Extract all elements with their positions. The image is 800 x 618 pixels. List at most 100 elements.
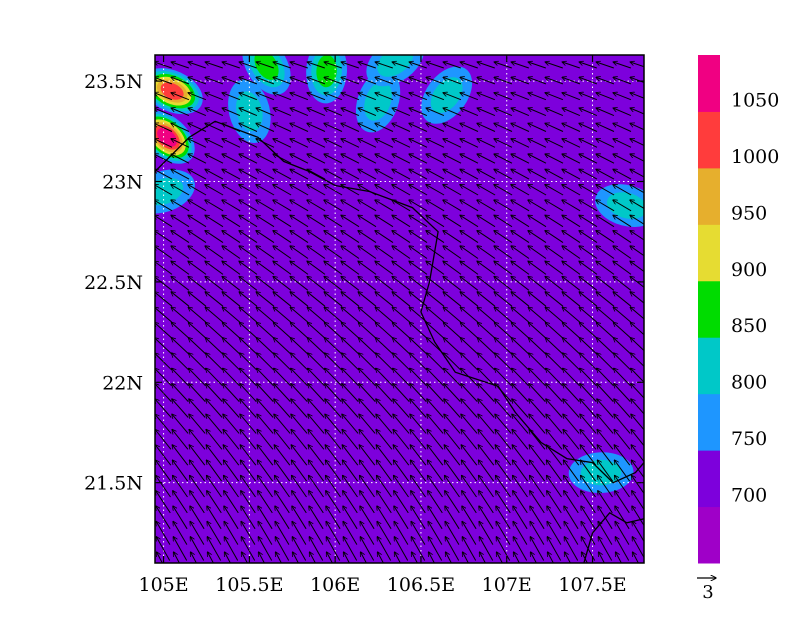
wind-arrow	[188, 200, 207, 212]
colorbar-swatch	[698, 337, 720, 395]
wind-arrow	[613, 338, 631, 355]
wind-arrow	[156, 521, 171, 545]
wind-arrow	[343, 475, 358, 498]
wind-arrow	[580, 445, 597, 466]
wind-arrow	[528, 169, 547, 180]
wind-arrow	[480, 552, 486, 563]
wind-arrow	[426, 123, 445, 132]
wind-arrow	[614, 399, 631, 418]
wind-arrow	[579, 307, 598, 323]
contour-patch	[607, 192, 644, 219]
wind-arrow	[615, 537, 630, 561]
wind-arrow	[528, 200, 547, 212]
wind-arrow	[528, 108, 547, 117]
wind-arrow	[630, 231, 644, 241]
wind-arrow	[358, 231, 377, 244]
wind-arrow	[188, 169, 207, 180]
wind-arrow	[376, 445, 393, 466]
wind-arrow	[461, 460, 478, 482]
wind-arrow	[581, 491, 596, 514]
wind-arrow	[597, 399, 614, 418]
wind-arrow	[513, 537, 528, 561]
wind-arrow	[562, 277, 581, 291]
wind-arrow	[239, 322, 258, 339]
wind-arrow	[596, 338, 614, 355]
wind-arrow	[224, 506, 239, 530]
x-tick-label: 107E	[482, 574, 532, 596]
wind-arrow	[513, 506, 528, 530]
wind-arrow	[495, 384, 512, 402]
wind-arrow	[222, 307, 241, 323]
wind-arrow	[630, 246, 644, 257]
wind-arrow	[445, 537, 460, 561]
wind-arrow	[222, 169, 241, 180]
wind-arrow	[224, 521, 239, 545]
wind-arrow	[426, 185, 445, 196]
reference-vector-label: 3	[702, 582, 713, 603]
wind-arrow	[171, 93, 190, 101]
wind-arrow	[443, 139, 462, 148]
wind-arrow	[256, 277, 275, 291]
wind-arrow	[446, 552, 452, 563]
wind-arrow	[596, 154, 615, 164]
wind-arrow	[564, 491, 579, 514]
wind-arrow	[205, 154, 224, 164]
wind-arrow	[597, 384, 614, 402]
wind-arrow	[359, 353, 376, 371]
wind-arrow	[190, 506, 205, 530]
wind-arrow	[188, 277, 207, 291]
wind-arrow	[326, 491, 341, 514]
wind-arrow	[274, 430, 291, 450]
wind-arrow	[494, 62, 512, 69]
wind-arrow	[562, 123, 581, 132]
wind-arrow	[428, 537, 443, 561]
wind-arrow	[562, 292, 581, 307]
wind-arrow	[206, 460, 223, 482]
wind-arrow	[342, 368, 359, 387]
wind-arrow	[307, 200, 326, 212]
wind-arrow	[460, 322, 479, 339]
wind-arrow	[291, 414, 308, 434]
wind-arrow	[596, 246, 615, 259]
wind-arrow	[494, 307, 513, 323]
wind-arrow	[460, 338, 478, 355]
wind-arrow	[156, 491, 171, 514]
wind-arrow	[409, 261, 428, 275]
wind-arrow	[341, 338, 359, 355]
wind-arrow	[613, 154, 632, 164]
wind-arrow	[531, 552, 537, 563]
wind-arrow	[598, 521, 613, 545]
wind-arrow	[545, 108, 564, 117]
wind-arrow	[495, 399, 512, 418]
wind-arrow	[155, 307, 173, 323]
x-tick-label: 105E	[139, 574, 189, 596]
wind-arrow	[324, 231, 343, 244]
wind-arrow	[461, 414, 478, 434]
wind-arrow	[443, 261, 462, 275]
wind-arrow	[427, 460, 444, 482]
wind-arrow	[392, 246, 411, 259]
wind-arrow	[630, 93, 644, 99]
wind-arrow	[307, 322, 326, 339]
wind-arrow	[290, 338, 308, 355]
wind-arrow	[188, 62, 206, 69]
wind-arrow	[461, 445, 478, 466]
wind-arrow	[359, 460, 376, 482]
wind-arrow	[477, 322, 496, 339]
wind-arrow	[477, 185, 496, 196]
wind-arrow	[273, 108, 292, 117]
wind-arrow	[376, 353, 393, 371]
wind-arrow	[257, 414, 274, 434]
wind-arrow	[460, 77, 479, 85]
wind-arrow	[443, 338, 461, 355]
wind-arrow	[359, 384, 376, 402]
wind-arrow	[580, 399, 597, 418]
wind-arrow	[410, 384, 427, 402]
wind-arrow	[358, 108, 377, 117]
wind-arrow	[273, 246, 292, 259]
wind-arrow	[239, 246, 258, 259]
wind-arrow	[497, 552, 503, 563]
wind-arrow	[393, 414, 410, 434]
wind-arrow	[274, 414, 291, 434]
wind-arrow	[190, 475, 205, 498]
